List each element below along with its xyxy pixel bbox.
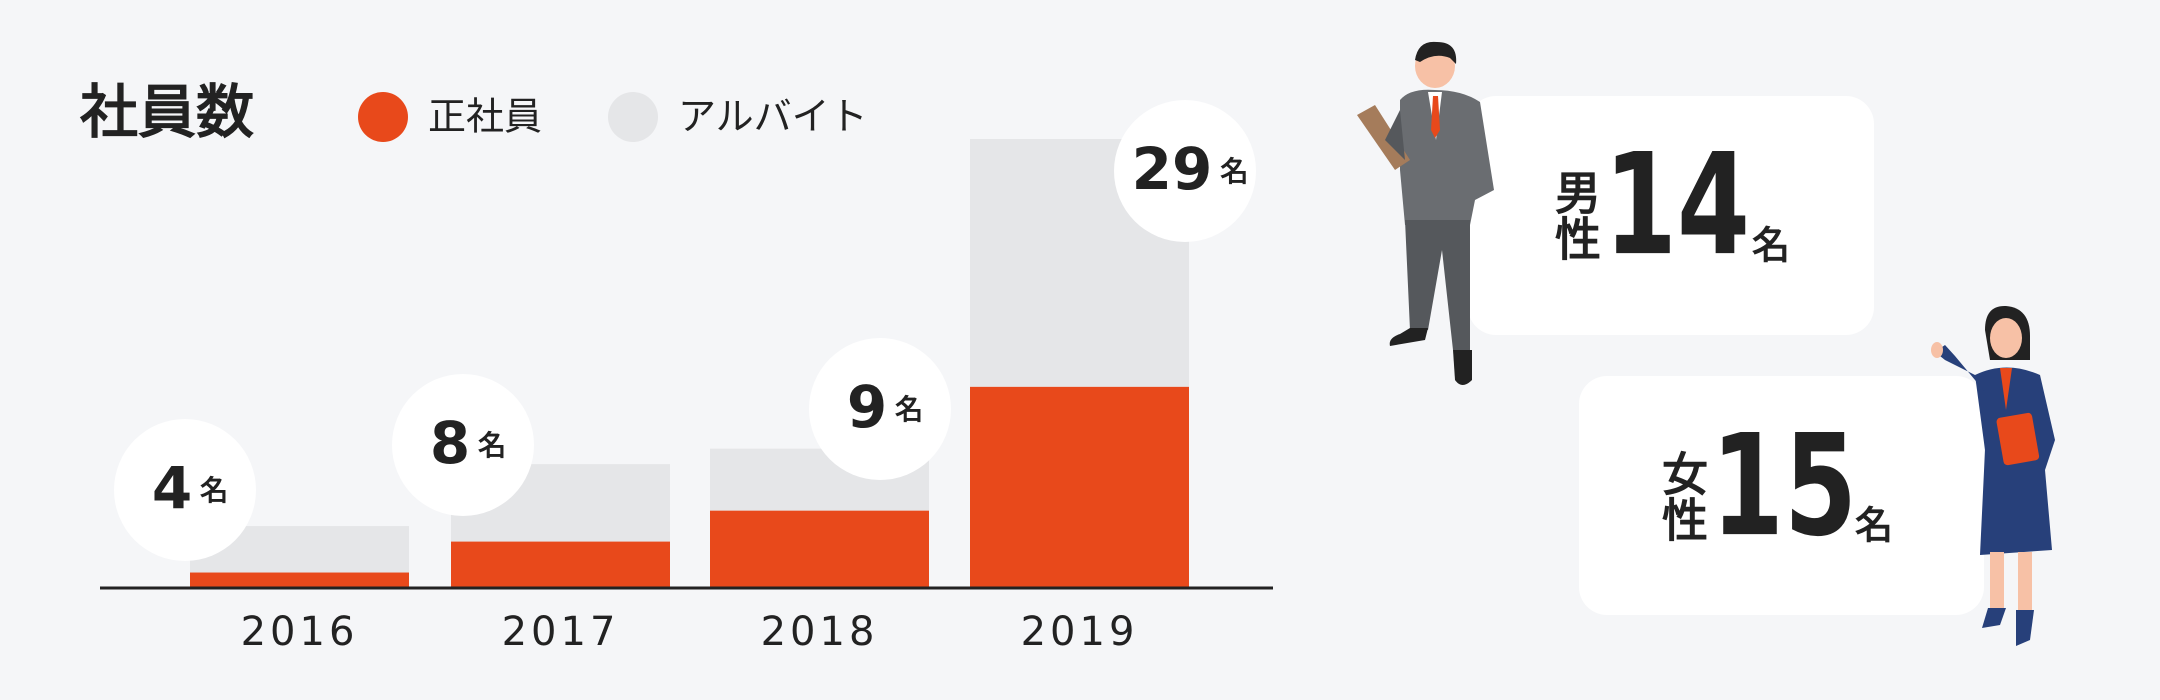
total-value: 9 [847, 373, 887, 441]
total-unit: 名 [1220, 155, 1248, 188]
total-value: 8 [430, 409, 470, 477]
male-card [1468, 96, 1874, 335]
gender-label: 女性 [1655, 450, 1709, 542]
total-bubble [114, 419, 256, 561]
gender-unit: 名 [1855, 504, 1893, 548]
female-card [1579, 376, 1984, 615]
gender-count: 15 [1711, 405, 1857, 568]
legend-swatch [608, 92, 658, 142]
x-tick-label: 2016 [241, 609, 359, 655]
x-tick-label: 2019 [1021, 609, 1139, 655]
bar-segment [710, 510, 929, 588]
total-bubble [1114, 100, 1256, 242]
bar-segment [190, 572, 409, 588]
chart-title: 社員数 [79, 78, 254, 146]
total-value: 29 [1132, 135, 1213, 203]
gender-count: 14 [1604, 124, 1750, 287]
total-bubble [809, 338, 951, 480]
total-label: 29 名 [1132, 135, 1249, 203]
x-tick-label: 2018 [761, 609, 879, 655]
gender-unit: 名 [1752, 224, 1790, 268]
total-unit: 名 [200, 474, 228, 507]
total-unit: 名 [895, 393, 923, 426]
bar-segment [451, 541, 670, 588]
total-unit: 名 [478, 429, 506, 462]
legend-label: 正社員 [428, 95, 542, 139]
legend-label: アルバイト [678, 95, 868, 139]
woman-illustration [1931, 305, 2055, 646]
total-bubble [392, 374, 534, 516]
man-illustration [1357, 41, 1494, 385]
total-value: 4 [152, 454, 192, 522]
gender-label: 男性 [1548, 169, 1602, 261]
x-tick-label: 2017 [502, 609, 620, 655]
bar-segment [970, 386, 1189, 588]
legend-swatch [358, 92, 408, 142]
